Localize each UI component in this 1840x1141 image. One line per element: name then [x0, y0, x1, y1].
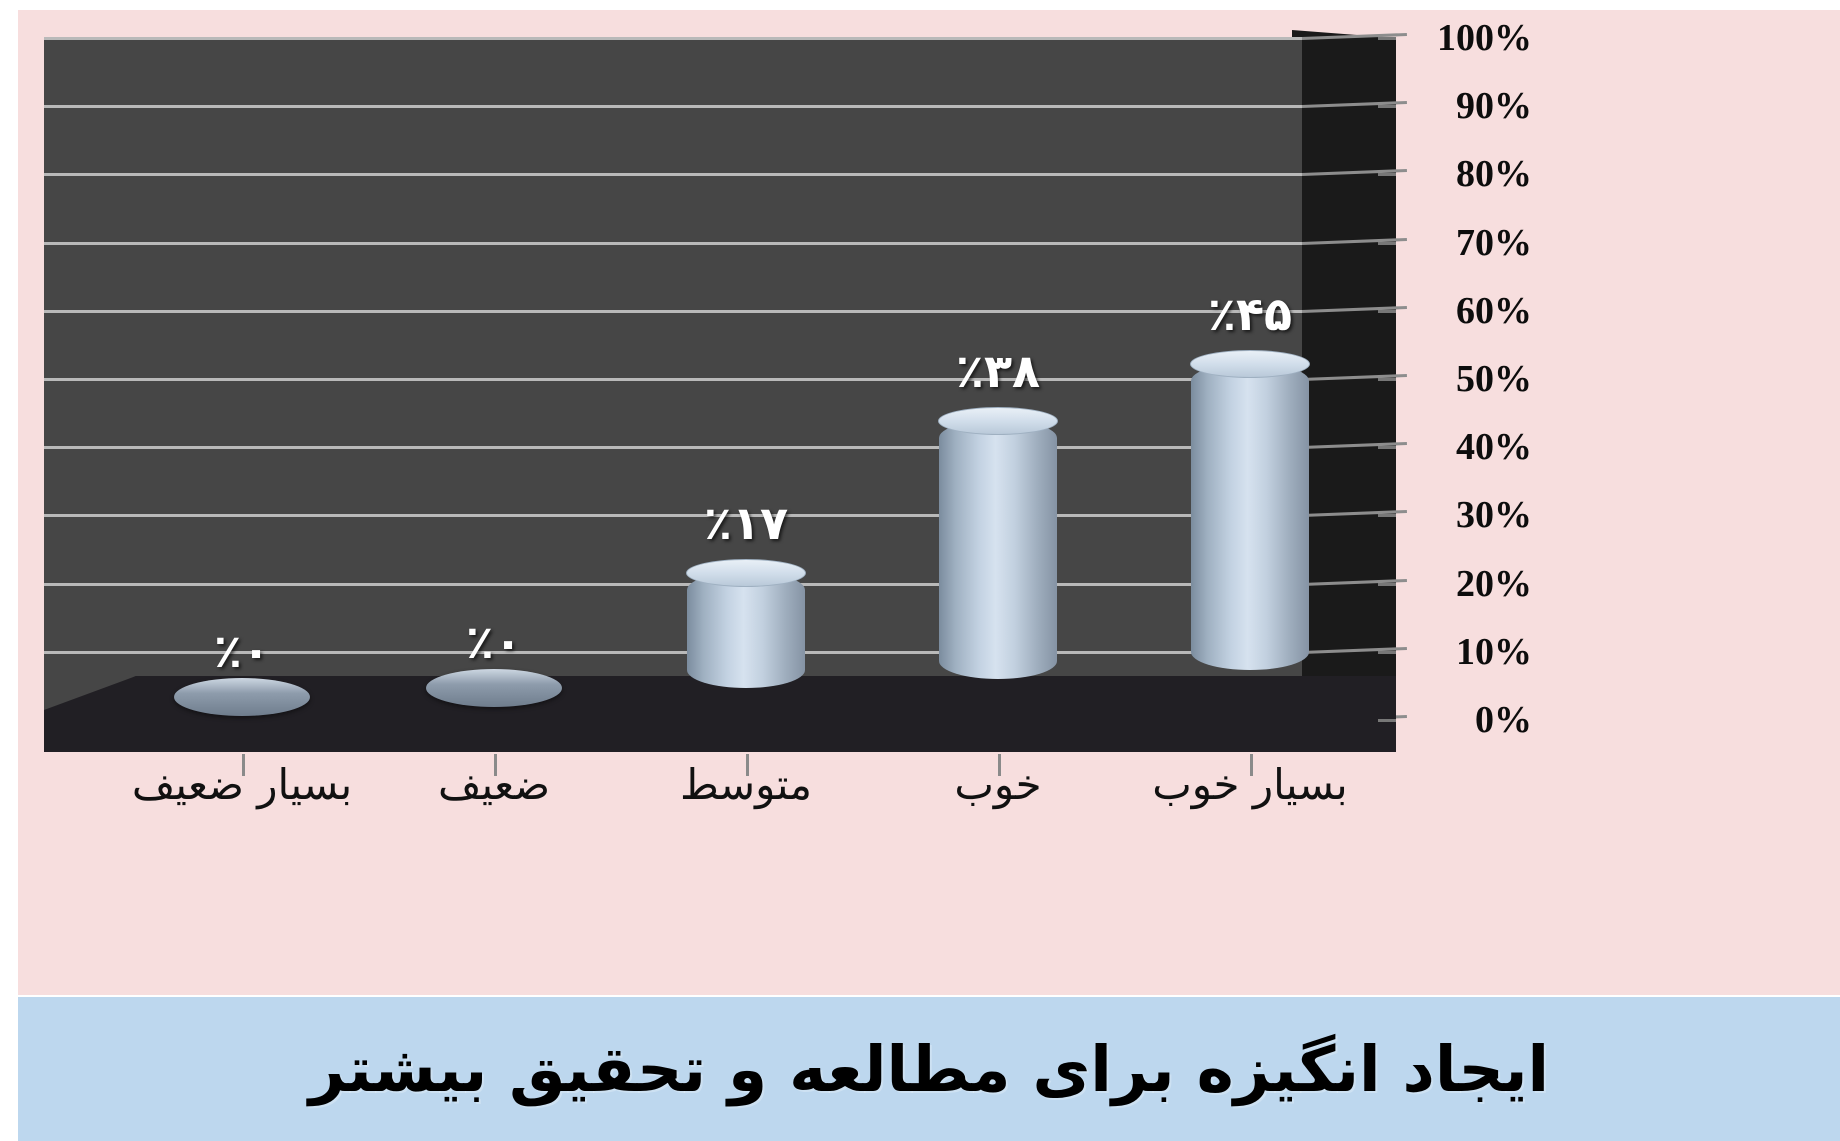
y-axis-tick-label: 70% — [1378, 223, 1532, 263]
x-axis-category-label: بسیار خوب — [1152, 760, 1348, 809]
y-axis-tick-label: 10% — [1378, 632, 1532, 672]
y-axis-tick-mark — [1378, 105, 1396, 109]
title-band: ایجاد انگیزه برای مطالعه و تحقیق بیشتر — [18, 997, 1840, 1141]
y-axis-tick-mark — [1378, 309, 1396, 313]
y-axis-tick-label: 90% — [1378, 86, 1532, 126]
gridline — [44, 309, 1302, 313]
plot-side-wall — [1292, 30, 1396, 752]
gridline — [44, 514, 1302, 518]
y-axis-tick-mark — [1378, 446, 1396, 450]
y-axis-tick-mark — [1378, 173, 1396, 177]
x-axis-category-label: خوب — [954, 760, 1042, 809]
y-axis-tick-mark — [1378, 719, 1396, 722]
y-axis-tick-label: 20% — [1378, 564, 1532, 604]
y-axis-tick-label: 40% — [1378, 427, 1532, 467]
x-axis-category-label: متوسط — [680, 760, 812, 809]
y-axis-tick-mark — [1378, 378, 1396, 381]
gridline — [44, 378, 1302, 381]
gridline — [44, 105, 1302, 109]
y-axis-tick-label: 50% — [1378, 359, 1532, 399]
y-axis-tick-mark — [1378, 582, 1396, 586]
x-axis-tick-mark — [1250, 754, 1253, 776]
x-axis-category-label: ضعیف — [437, 760, 551, 809]
gridline — [44, 650, 1302, 654]
gridline — [44, 446, 1302, 450]
gridline — [44, 173, 1302, 177]
plot-floor-front — [44, 676, 1396, 752]
gridline — [44, 37, 1302, 40]
x-axis-tick-mark — [494, 754, 497, 776]
gridline — [44, 241, 1302, 245]
y-axis-tick-mark — [1378, 650, 1396, 654]
y-axis-tick-mark — [1378, 241, 1396, 245]
y-axis-tick-label: 100% — [1378, 18, 1532, 58]
y-axis-tick-label: 80% — [1378, 154, 1532, 194]
gridlines — [44, 32, 1407, 722]
gridline — [44, 582, 1302, 586]
chart-title: ایجاد انگیزه برای مطالعه و تحقیق بیشتر — [308, 1032, 1550, 1106]
y-axis-tick-mark — [1378, 514, 1396, 518]
y-axis-tick-label: 0% — [1378, 700, 1532, 740]
y-axis-labels: 0% 10% 20% 30% 40% 50% 60% 70% 80% 90% 100% — [1378, 18, 1594, 752]
x-axis-tick-mark — [998, 754, 1001, 776]
y-axis-tick-mark — [1378, 37, 1396, 40]
plot-area — [44, 30, 1407, 776]
y-axis-tick-label: 30% — [1378, 495, 1532, 535]
x-axis-tick-mark — [746, 754, 749, 776]
x-axis-tick-mark — [242, 754, 245, 776]
y-axis-tick-label: 60% — [1378, 291, 1532, 331]
x-axis-labels: بسیار ضعیف ضعیف متوسط خوب بسیار خوب — [44, 760, 1484, 840]
x-axis-category-label: بسیار ضعیف — [131, 760, 353, 809]
